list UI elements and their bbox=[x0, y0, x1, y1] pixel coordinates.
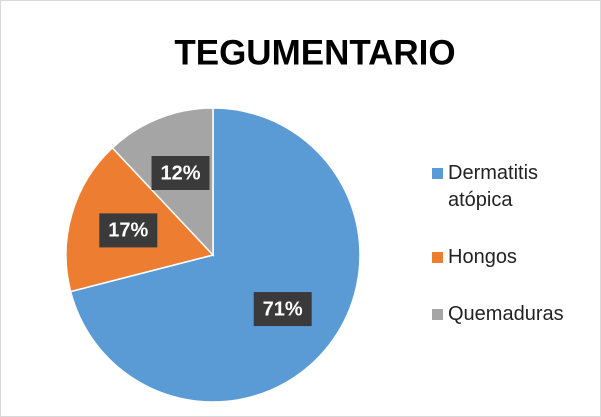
legend-item: Quemaduras bbox=[432, 301, 592, 328]
data-label: 12% bbox=[161, 162, 201, 184]
legend-item: Dermatitis atópica bbox=[432, 160, 592, 214]
data-label-box bbox=[151, 155, 210, 190]
chart-title: TEGUMENTARIO bbox=[174, 33, 455, 72]
data-label-box bbox=[253, 292, 312, 327]
legend-label: Dermatitis atópica bbox=[448, 162, 539, 211]
pie-slice bbox=[69, 107, 361, 403]
data-label: 71% bbox=[263, 298, 303, 320]
legend-label: Hongos bbox=[448, 246, 517, 268]
legend: Dermatitis atópica Hongos Quemaduras bbox=[432, 160, 592, 328]
legend-item: Hongos bbox=[432, 244, 592, 271]
legend-label: Quemaduras bbox=[448, 303, 564, 325]
data-label-box bbox=[99, 213, 158, 248]
legend-swatch bbox=[432, 252, 443, 263]
data-label: 17% bbox=[108, 220, 148, 242]
legend-swatch bbox=[432, 309, 443, 320]
legend-swatch bbox=[432, 168, 443, 179]
